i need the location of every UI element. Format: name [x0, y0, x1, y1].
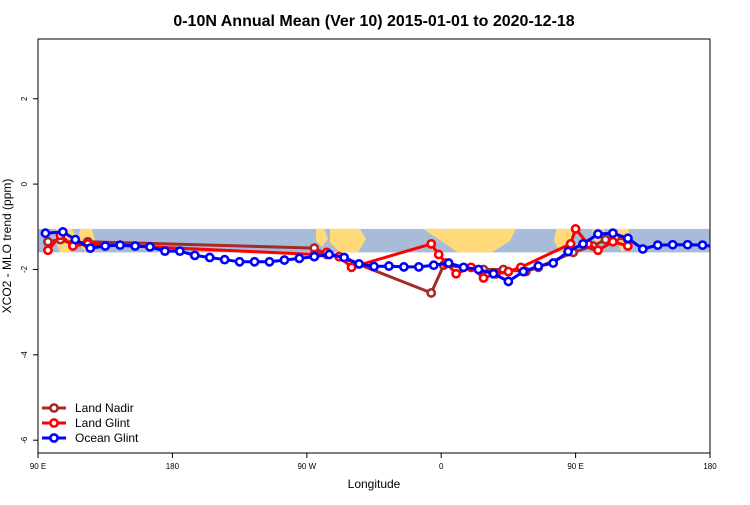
data-point: [413, 262, 424, 272]
x-tick-label: 180: [703, 462, 717, 471]
legend-marker: [49, 418, 59, 428]
land-area: [423, 228, 516, 253]
data-point: [264, 256, 275, 267]
data-point: [346, 262, 357, 273]
data-point: [160, 246, 170, 257]
data-point: [70, 234, 81, 245]
land-area: [330, 228, 366, 253]
series-land-glint: [43, 224, 633, 283]
data-point: [433, 249, 444, 260]
data-point: [426, 238, 437, 249]
series-layer: [40, 224, 736, 298]
data-point: [354, 259, 364, 269]
data-point: [384, 261, 394, 271]
data-point: [189, 250, 200, 261]
data-point: [488, 268, 499, 279]
data-point: [294, 253, 305, 264]
data-point: [234, 256, 245, 267]
data-point: [714, 243, 721, 250]
data-point: [443, 258, 454, 268]
data-point: [622, 241, 633, 251]
legend-label: Ocean Glint: [75, 431, 139, 445]
y-tick-label: -6: [20, 436, 29, 444]
legend-item: Land Nadir: [42, 401, 134, 415]
data-point: [100, 241, 111, 251]
data-point: [324, 249, 335, 260]
y-axis: 2 0 -2 -4 -6: [20, 96, 38, 444]
legend-marker: [49, 433, 59, 443]
data-point: [637, 244, 648, 254]
data-point: [40, 228, 51, 239]
data-point: [204, 252, 215, 263]
y-tick-label: -4: [20, 351, 29, 359]
data-point: [622, 233, 633, 244]
data-point: [145, 241, 155, 252]
data-point: [729, 248, 736, 255]
y-tick-label: 0: [20, 181, 29, 186]
data-point: [115, 240, 126, 251]
data-point: [667, 239, 678, 250]
x-tick-label: 180: [166, 462, 180, 471]
data-point: [85, 243, 96, 254]
data-point: [43, 236, 53, 247]
data-point: [652, 240, 663, 251]
legend-label: Land Nadir: [75, 401, 134, 415]
data-point: [43, 245, 53, 256]
data-point: [458, 262, 469, 273]
data-point: [398, 262, 409, 272]
data-point: [593, 245, 603, 256]
data-point: [570, 224, 581, 234]
data-point: [578, 238, 588, 249]
y-axis-label: XCO2 - MLO trend (ppm): [0, 179, 14, 314]
data-point: [249, 256, 260, 267]
legend-item: Land Glint: [42, 416, 130, 430]
legend-marker: [49, 403, 59, 413]
y-tick-label: 2: [20, 96, 29, 101]
data-point: [608, 228, 618, 239]
data-point: [478, 273, 489, 283]
data-point: [548, 258, 559, 268]
legend-item: Ocean Glint: [42, 431, 139, 445]
data-point: [130, 241, 140, 251]
x-tick-label: 90 E: [567, 462, 583, 471]
data-point: [682, 239, 693, 250]
data-point: [428, 260, 439, 271]
data-point: [533, 261, 544, 271]
legend-label: Land Glint: [75, 416, 130, 430]
data-point: [608, 236, 618, 247]
chart-title: 0-10N Annual Mean (Ver 10) 2015-01-01 to…: [173, 13, 574, 30]
x-axis-label: Longitude: [348, 477, 401, 491]
data-point: [309, 251, 320, 262]
data-point: [697, 240, 708, 251]
series-ocean-glint: [40, 227, 736, 287]
land-area: [316, 228, 328, 247]
data-point: [600, 234, 611, 245]
data-point: [563, 246, 574, 257]
data-point: [565, 238, 576, 249]
y-tick-label: -2: [20, 265, 29, 273]
data-point: [219, 254, 230, 265]
data-point: [339, 252, 350, 263]
x-tick-label: 90 W: [297, 462, 316, 471]
data-point: [174, 246, 185, 257]
data-point: [518, 266, 529, 277]
data-point: [451, 268, 462, 279]
data-point: [279, 255, 290, 265]
data-point: [57, 227, 68, 237]
data-point: [503, 266, 514, 277]
data-point: [369, 261, 379, 272]
data-point: [426, 288, 437, 298]
data-point: [473, 264, 484, 275]
data-point: [593, 229, 603, 239]
data-point: [503, 276, 514, 287]
x-tick-label: 90 E: [30, 462, 46, 471]
x-axis: 90 E 180 90 W 0 90 E 180: [30, 453, 717, 471]
x-tick-label: 0: [439, 462, 444, 471]
